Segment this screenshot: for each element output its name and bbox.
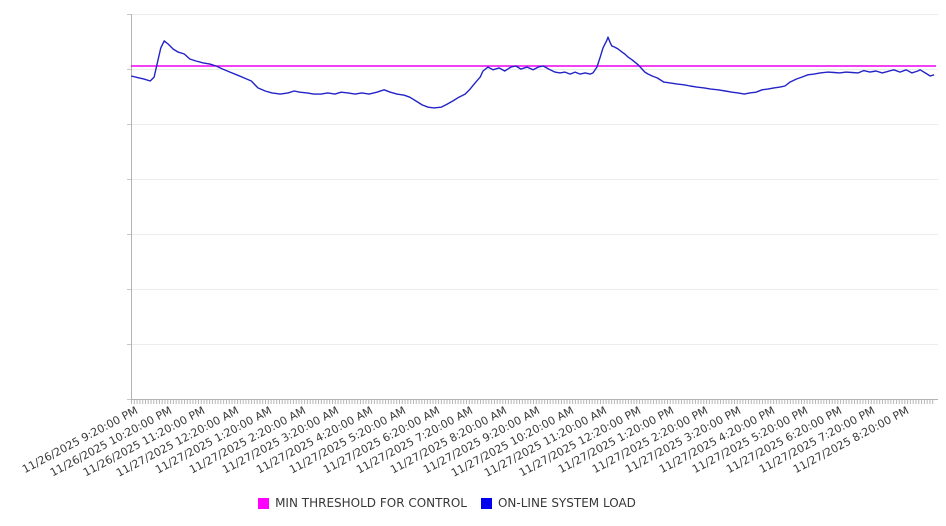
system-load-line xyxy=(131,36,935,109)
legend-swatch-online-system-load xyxy=(480,497,492,509)
legend-item-online-system-load[interactable]: ON-LINE SYSTEM LOAD xyxy=(480,496,636,510)
y-gridlines xyxy=(131,14,938,345)
system-load-series xyxy=(131,36,935,109)
legend-swatch-min-threshold xyxy=(258,497,270,509)
y-ticks xyxy=(127,14,131,400)
x-tick-comb xyxy=(131,400,934,404)
legend-label-online-system-load: ON-LINE SYSTEM LOAD xyxy=(497,496,636,510)
legend-label-min-threshold: MIN THRESHOLD FOR CONTROL xyxy=(275,496,467,510)
legend: MIN THRESHOLD FOR CONTROL ON-LINE SYSTEM… xyxy=(0,496,920,510)
legend-item-min-threshold[interactable]: MIN THRESHOLD FOR CONTROL xyxy=(258,496,467,510)
